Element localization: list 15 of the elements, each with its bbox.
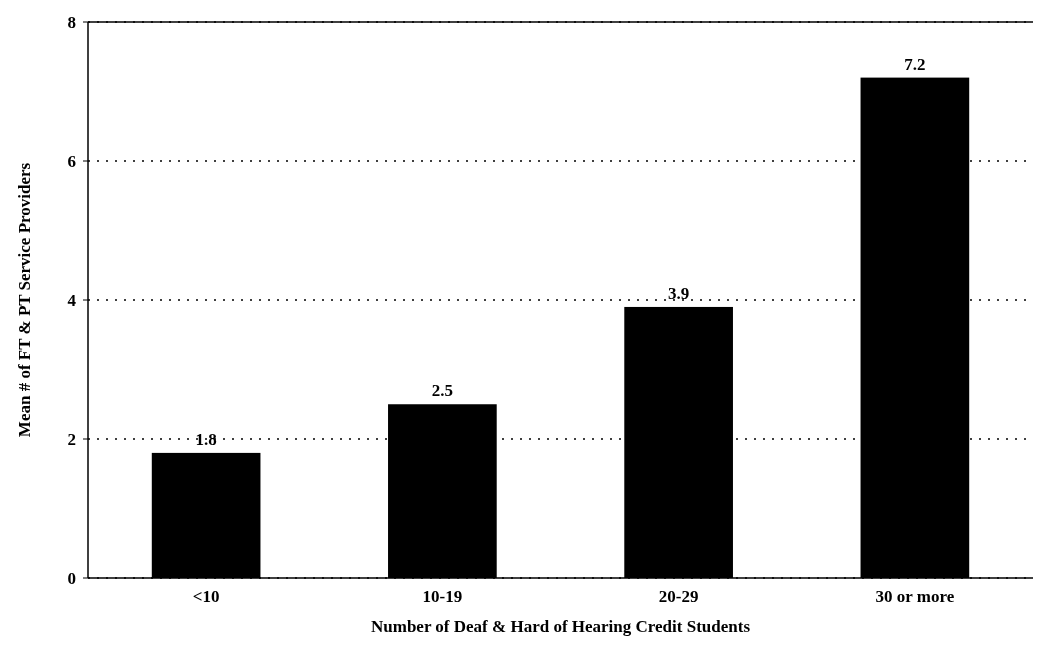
data-label: 1.8 bbox=[195, 429, 217, 449]
x-tick-label: 20-29 bbox=[658, 587, 699, 606]
y-tick-label: 4 bbox=[67, 290, 77, 310]
y-tick-label: 8 bbox=[67, 12, 76, 32]
y-tick-label: 6 bbox=[67, 151, 76, 171]
x-axis-title: Number of Deaf & Hard of Hearing Credit Students bbox=[370, 617, 751, 636]
x-tick-label: 30 or more bbox=[875, 587, 955, 606]
x-tick-label: 10-19 bbox=[422, 587, 463, 606]
y-tick-label: 2 bbox=[67, 429, 76, 449]
data-label: 2.5 bbox=[431, 381, 453, 401]
data-label: 7.2 bbox=[904, 54, 926, 74]
y-axis-title: Mean # of FT & PT Service Providers bbox=[15, 162, 34, 438]
x-tick-label: <10 bbox=[192, 587, 220, 606]
y-tick-label: 0 bbox=[67, 568, 76, 588]
data-label: 3.9 bbox=[668, 283, 690, 303]
